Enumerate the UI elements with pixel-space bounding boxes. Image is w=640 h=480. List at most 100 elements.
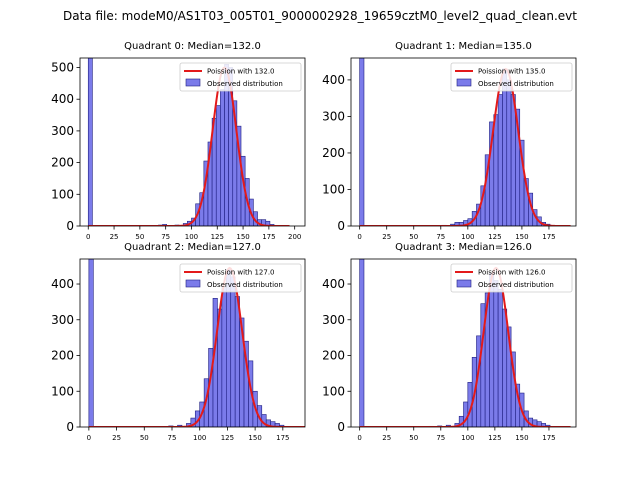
x-tick-label: 175 — [262, 233, 275, 241]
y-tick-label: 400 — [51, 92, 74, 106]
x-tick-label: 150 — [248, 434, 261, 442]
histogram-bar — [88, 259, 94, 427]
quadrant-1-title: Quadrant 1: Median=135.0 — [395, 41, 532, 52]
y-tick-label: 0 — [66, 219, 74, 233]
quadrant-2-panel: Quadrant 2: Median=127.0 0 25 50 75 100 125 150… — [51, 242, 306, 442]
x-tick-label: 125 — [488, 434, 501, 442]
x-tick-label: 150 — [515, 434, 528, 442]
x-tick-label: 100 — [461, 233, 474, 241]
legend-hist-label: Observed distribution — [207, 80, 283, 88]
poisson-fit-line — [359, 266, 571, 427]
x-tick-label: 0 — [87, 434, 91, 442]
x-tick-label: 25 — [110, 233, 119, 241]
x-tick-label: 75 — [436, 434, 445, 442]
panels: Quadrant 0: Median=132.0 0 25 50 75 100 125 150… — [51, 41, 577, 442]
histogram-bar — [510, 94, 516, 226]
y-tick-label: 100 — [51, 187, 74, 201]
x-tick-label: 175 — [542, 233, 555, 241]
legend-box — [179, 62, 302, 92]
x-tick-label: 75 — [168, 434, 177, 442]
axes-frame — [350, 258, 577, 428]
poisson-fit-line — [359, 67, 571, 226]
x-tick-label: 100 — [185, 233, 198, 241]
legend: Poission with 135.0 Observed distribution — [450, 62, 573, 92]
legend-fit-label: Poission with 127.0 — [207, 269, 275, 277]
y-tick-label: 0 — [337, 420, 345, 434]
x-tick-label: 200 — [288, 233, 301, 241]
histogram-bar — [230, 276, 236, 427]
y-tick-label: 500 — [51, 61, 74, 75]
histogram-bar — [493, 114, 499, 226]
axes-frame — [79, 57, 306, 227]
x-tick-label: 25 — [112, 434, 121, 442]
x-tick-label: 25 — [382, 233, 391, 241]
x-tick-label: 150 — [236, 233, 249, 241]
legend-hist-swatch — [185, 78, 201, 87]
figure-title: Data file: modeM0/AS1T03_005T01_90000029… — [63, 9, 577, 23]
y-tick-label: 400 — [322, 73, 345, 87]
quadrant-0-panel: Quadrant 0: Median=132.0 0 25 50 75 100 125 150… — [51, 41, 306, 241]
histogram-bar — [220, 89, 225, 226]
legend-fit-label: Poission with 132.0 — [207, 68, 275, 76]
y-tick-label: 100 — [322, 182, 345, 196]
legend-fit-label: Poission with 135.0 — [478, 68, 546, 76]
legend: Poission with 126.0 Observed distribution — [450, 263, 573, 293]
legend: Poission with 132.0 Observed distribution — [179, 62, 302, 92]
histogram-bar — [87, 58, 93, 226]
legend-fit-label: Poission with 126.0 — [478, 269, 546, 277]
quadrant-1-panel: Quadrant 1: Median=135.0 0 25 50 75 100 125 150… — [322, 41, 577, 241]
axes-frame — [350, 57, 577, 227]
histogram-bar — [359, 259, 365, 427]
histogram-bar — [506, 79, 512, 226]
x-tick-label: 50 — [409, 434, 418, 442]
histogram-bar — [265, 220, 271, 226]
x-tick-label: 50 — [409, 233, 418, 241]
y-tick-label: 400 — [322, 277, 345, 291]
quadrant-3-title: Quadrant 3: Median=126.0 — [395, 242, 532, 253]
x-tick-label: 100 — [193, 434, 206, 442]
y-tick-label: 100 — [322, 384, 345, 398]
y-tick-label: 300 — [51, 124, 74, 138]
y-tick-label: 400 — [51, 277, 74, 291]
x-tick-label: 25 — [382, 434, 391, 442]
quadrant-3-panel: Quadrant 3: Median=126.0 0 25 50 75 100 125 150… — [322, 242, 577, 442]
y-tick-label: 0 — [337, 219, 345, 233]
legend-box — [179, 263, 302, 293]
legend-hist-label: Observed distribution — [478, 80, 554, 88]
legend: Poission with 127.0 Observed distribution — [179, 263, 302, 293]
histogram-bar — [497, 94, 503, 226]
legend-hist-swatch — [185, 279, 201, 288]
histogram-bar — [359, 58, 365, 226]
x-tick-label: 150 — [515, 233, 528, 241]
legend-hist-label: Observed distribution — [478, 281, 554, 289]
histogram-bar — [493, 280, 499, 427]
histogram-bar — [221, 287, 227, 427]
histogram-bar — [502, 308, 508, 427]
y-tick-label: 300 — [322, 313, 345, 327]
y-tick-label: 300 — [51, 313, 74, 327]
x-tick-label: 125 — [211, 233, 224, 241]
y-tick-label: 0 — [66, 420, 74, 434]
x-tick-label: 175 — [542, 434, 555, 442]
histogram-bar — [489, 272, 495, 427]
x-tick-label: 75 — [161, 233, 170, 241]
legend-hist-swatch — [456, 78, 472, 87]
x-tick-label: 100 — [461, 434, 474, 442]
legend-hist-swatch — [456, 279, 472, 288]
y-tick-label: 200 — [51, 349, 74, 363]
y-tick-label: 300 — [322, 109, 345, 123]
x-tick-label: 0 — [86, 233, 90, 241]
legend-box — [450, 263, 573, 293]
legend-box — [450, 62, 573, 92]
histogram-bar — [215, 105, 221, 226]
poisson-fit-line — [88, 66, 290, 226]
histogram-bar — [502, 68, 508, 226]
y-tick-label: 200 — [322, 146, 345, 160]
x-tick-label: 75 — [436, 233, 445, 241]
x-tick-label: 50 — [140, 434, 149, 442]
histogram-bar — [226, 269, 232, 427]
x-tick-label: 0 — [357, 434, 361, 442]
y-tick-label: 200 — [322, 349, 345, 363]
x-tick-label: 0 — [357, 233, 361, 241]
